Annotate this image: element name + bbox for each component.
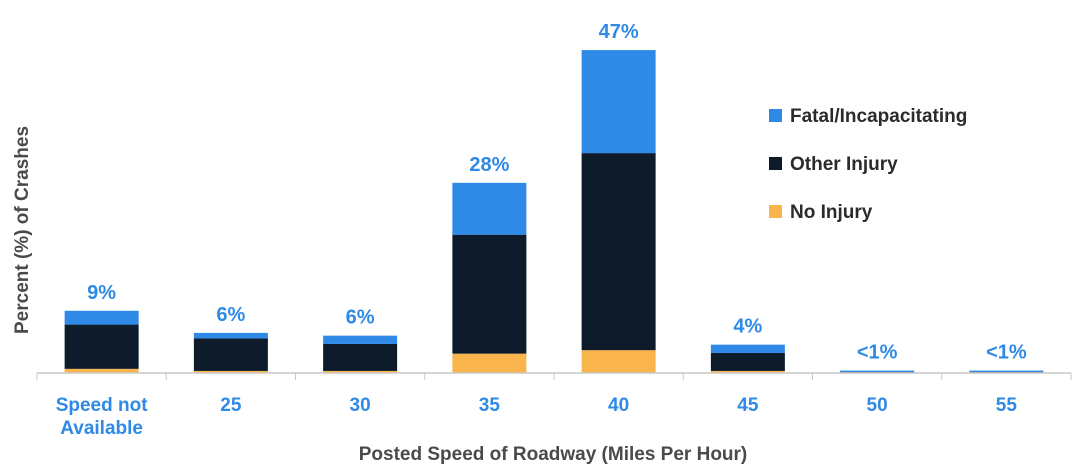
bar-segment-no-injury-1 [193, 370, 268, 373]
total-label-4: 47% [599, 21, 639, 43]
bar-segment-fatal-incapacitating-0 [64, 310, 139, 325]
legend: Fatal/Incapacitating Other Injury No Injur… [769, 106, 967, 223]
legend-label-other-injury: Other Injury [790, 154, 898, 175]
category-label-4: 40 [608, 395, 629, 416]
total-label-2: 6% [346, 307, 375, 329]
bar-segment-no-injury-0 [64, 368, 139, 373]
total-label-6: <1% [857, 342, 898, 364]
bar-segment-other-injury-4 [581, 153, 656, 351]
category-label-6: 50 [867, 395, 888, 416]
legend-swatch-other-injury [769, 157, 782, 170]
bar-segment-other-injury-2 [323, 343, 398, 371]
bar-segment-other-injury-0 [64, 324, 139, 369]
total-label-3: 28% [469, 154, 509, 176]
total-label-5: 4% [733, 316, 762, 338]
bars-group [64, 50, 1044, 373]
bar-segment-fatal-incapacitating-6 [840, 370, 915, 372]
bar-segment-fatal-incapacitating-1 [193, 332, 268, 339]
category-label-0-line-1: Available [60, 418, 143, 439]
category-label-3: 35 [479, 395, 501, 416]
category-label-2: 30 [350, 395, 371, 416]
x-ticks-group [36, 373, 1072, 380]
bar-segment-no-injury-5 [710, 370, 785, 373]
category-label-7: 55 [996, 395, 1018, 416]
bar-segment-no-injury-4 [581, 350, 656, 373]
bar-segment-fatal-incapacitating-3 [452, 182, 527, 235]
total-labels-group: 9% 6% 6% 28% 47% 4% <1% <1% [87, 21, 1027, 364]
legend-label-fatal-incapacitating: Fatal/Incapacitating [790, 106, 967, 127]
x-axis-title: Posted Speed of Roadway (Miles Per Hour) [359, 444, 748, 465]
bar-segment-fatal-incapacitating-7 [969, 370, 1044, 372]
bar-segment-other-injury-5 [710, 352, 785, 371]
legend-swatch-fatal-incapacitating [769, 109, 782, 122]
bar-segment-no-injury-3 [452, 353, 527, 373]
total-label-0: 9% [87, 282, 116, 304]
category-label-0-line-0: Speed not [56, 395, 149, 416]
bar-segment-other-injury-3 [452, 234, 527, 354]
bar-segment-fatal-incapacitating-5 [710, 344, 785, 353]
category-label-5: 45 [737, 395, 759, 416]
y-axis-title: Percent (%) of Crashes [12, 126, 33, 334]
bar-segment-no-injury-2 [323, 370, 398, 373]
legend-swatch-no-injury [769, 205, 782, 218]
total-label-7: <1% [986, 342, 1027, 364]
category-label-1: 25 [220, 395, 242, 416]
bar-segment-other-injury-1 [193, 338, 268, 371]
bar-segment-fatal-incapacitating-4 [581, 50, 656, 154]
legend-label-no-injury: No Injury [790, 202, 873, 223]
total-label-1: 6% [216, 304, 245, 326]
bar-segment-fatal-incapacitating-2 [323, 335, 398, 344]
